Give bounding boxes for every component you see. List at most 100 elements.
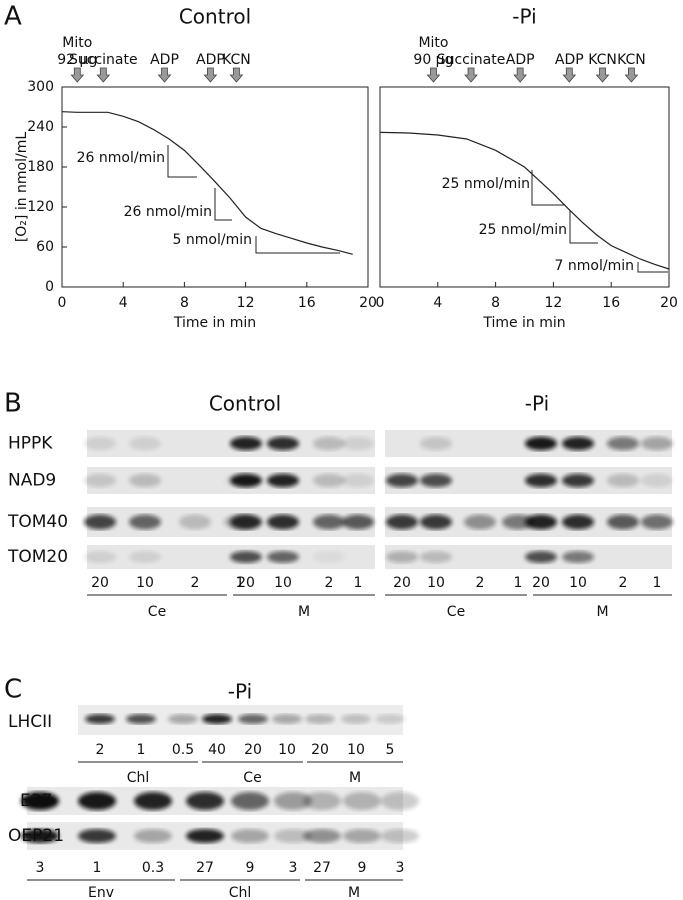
- lane-label: 1: [236, 575, 245, 591]
- blot-band: [525, 436, 557, 451]
- blot-band: [231, 829, 269, 843]
- blot-band: [134, 792, 172, 810]
- blot-band: [420, 551, 452, 563]
- lane-label: 10: [136, 575, 154, 591]
- row-label: TOM20: [7, 547, 68, 567]
- row-label: NAD9: [8, 471, 56, 491]
- lane-label: 1: [137, 742, 146, 758]
- group-label: Ce: [148, 604, 166, 620]
- blot-band: [420, 473, 452, 488]
- blot-band: [168, 714, 198, 724]
- addition-arrow: [96, 67, 111, 83]
- blot-band: [186, 792, 224, 810]
- blot-band: [267, 551, 299, 563]
- row-label: TOM40: [7, 512, 68, 532]
- blot-band: [341, 714, 371, 724]
- blot-band: [230, 436, 262, 451]
- blot-band: [375, 714, 405, 724]
- addition-arrow: [203, 67, 218, 83]
- lane-label: 2: [476, 575, 485, 591]
- lane-label: 0.3: [142, 860, 164, 876]
- blot-title: -Pi: [228, 680, 252, 704]
- blot-band: [343, 792, 381, 810]
- addition-label: Succinate: [437, 52, 506, 68]
- blot-band: [272, 714, 302, 724]
- rate-triangle: [569, 210, 598, 244]
- addition-label: KCN: [588, 52, 617, 68]
- y-axis-label: [O₂] in nmol/mL: [14, 132, 30, 243]
- x-axis-label: Time in min: [482, 315, 565, 331]
- blot-band: [562, 436, 594, 451]
- blot-band: [420, 514, 452, 530]
- lane-label: 1: [354, 575, 363, 591]
- blot-band: [202, 714, 232, 724]
- addition-label: ADP: [150, 52, 179, 68]
- x-tick-label: 0: [376, 295, 385, 311]
- blot-band: [84, 514, 116, 530]
- group-label: Env: [88, 885, 114, 900]
- addition-label: 90 µg: [413, 52, 453, 68]
- lane-label: 1: [93, 860, 102, 876]
- blot-band: [381, 829, 419, 843]
- blot-band: [607, 473, 639, 488]
- oxygen-trace: [379, 131, 670, 270]
- x-tick-label: 20: [660, 295, 678, 311]
- blot-band: [274, 792, 312, 810]
- rate-label: 26 nmol/min: [77, 150, 165, 166]
- blot-band: [313, 514, 345, 530]
- lane-label: 10: [427, 575, 445, 591]
- x-tick-label: 12: [544, 295, 562, 311]
- addition-arrow: [229, 67, 244, 83]
- group-label: Chl: [229, 885, 252, 900]
- x-tick-label: 8: [491, 295, 500, 311]
- y-tick-label: 300: [27, 79, 54, 95]
- blot-band: [231, 792, 269, 810]
- blot-band: [230, 473, 262, 488]
- addition-arrow: [426, 67, 441, 83]
- x-tick-label: 12: [237, 295, 255, 311]
- blot-band: [303, 829, 341, 843]
- lane-label: 2: [619, 575, 628, 591]
- rate-label: 25 nmol/min: [479, 222, 567, 238]
- panel-label: B: [4, 389, 22, 419]
- group-label: M: [349, 770, 361, 786]
- blot-band: [129, 514, 161, 530]
- lane-label: 40: [208, 742, 226, 758]
- lane-label: 3: [36, 860, 45, 876]
- blot-band: [129, 551, 161, 563]
- addition-arrow: [157, 67, 172, 83]
- blot-band: [186, 829, 224, 843]
- oxygen-trace: [61, 111, 353, 255]
- blot-band: [342, 473, 374, 488]
- blot-band: [525, 514, 557, 530]
- lane-label: 5: [386, 742, 395, 758]
- addition-arrow: [70, 67, 85, 83]
- blot-band: [342, 436, 374, 451]
- blot-band: [607, 514, 639, 530]
- blot-band: [343, 829, 381, 843]
- blot-band: [21, 829, 59, 843]
- addition-label: Mito: [62, 35, 92, 51]
- lane-label: 0.5: [172, 742, 194, 758]
- lane-label: 20: [244, 742, 262, 758]
- blot-band: [381, 792, 419, 810]
- addition-arrow: [562, 67, 577, 83]
- lane-label: 20: [237, 575, 255, 591]
- rate-label: 26 nmol/min: [124, 204, 212, 220]
- group-label: M: [348, 885, 360, 900]
- plot-frame: [379, 86, 670, 288]
- lane-label: 2: [96, 742, 105, 758]
- group-label: M: [596, 604, 608, 620]
- y-tick-label: 60: [36, 239, 54, 255]
- blot-band: [305, 714, 335, 724]
- blot-band: [129, 436, 161, 451]
- blot-band: [274, 829, 312, 843]
- lane-label: 10: [347, 742, 365, 758]
- blot-band: [84, 551, 116, 563]
- addition-arrow: [624, 67, 639, 83]
- group-label: Chl: [127, 770, 150, 786]
- blot-band: [84, 436, 116, 451]
- blot-band: [464, 514, 496, 530]
- addition-label: ADP: [506, 52, 535, 68]
